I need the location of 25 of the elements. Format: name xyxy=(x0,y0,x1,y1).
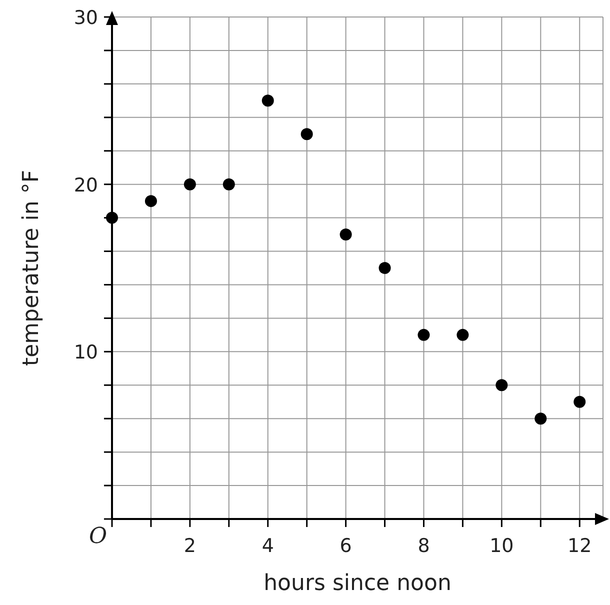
point xyxy=(378,262,391,274)
point xyxy=(574,396,586,408)
x-tick-label: 10 xyxy=(490,535,514,557)
point xyxy=(222,178,235,190)
point xyxy=(340,228,352,241)
point xyxy=(496,379,508,392)
point xyxy=(184,178,196,190)
y-axis-title: temperature in °F xyxy=(19,170,44,366)
point xyxy=(456,328,469,341)
point xyxy=(106,212,118,224)
text: O xyxy=(88,524,108,549)
x-tick-label: 8 xyxy=(418,535,430,557)
x-tick-label: 4 xyxy=(262,535,274,557)
point xyxy=(262,94,274,107)
x-tick-label: 12 xyxy=(568,535,592,557)
x-tick-label: 6 xyxy=(340,535,352,557)
point xyxy=(144,195,157,208)
point xyxy=(534,412,547,425)
y-tick-label: 10 xyxy=(74,342,98,364)
y-tick-label: 20 xyxy=(74,174,98,196)
y-tick-label: 30 xyxy=(74,7,98,29)
x-tick-label: 2 xyxy=(184,535,196,557)
point xyxy=(300,128,313,140)
x-axis-title: hours since noon xyxy=(264,571,452,596)
point xyxy=(418,328,430,341)
